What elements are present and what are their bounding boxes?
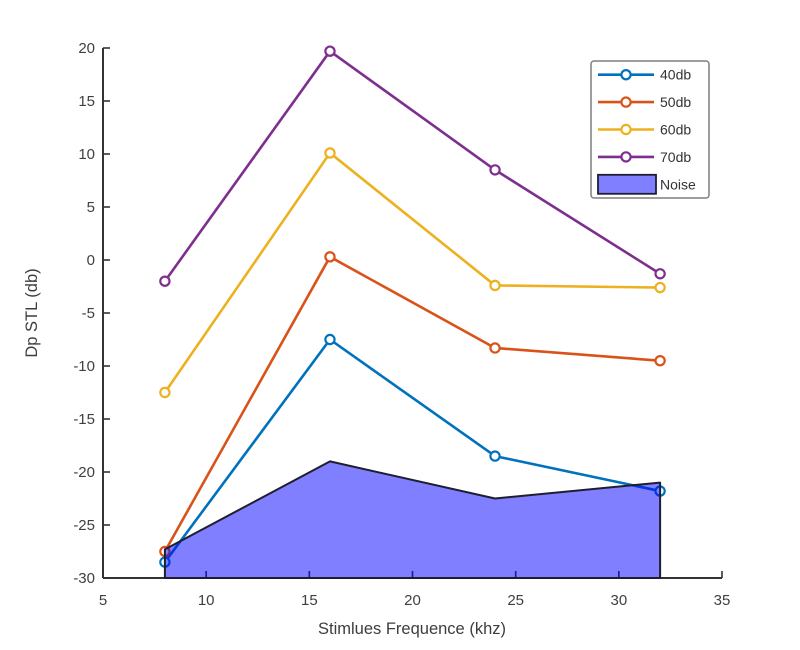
legend-marker-60db bbox=[620, 123, 632, 136]
series-70db-marker-3 bbox=[654, 268, 666, 280]
x-tick-label-10: 10 bbox=[198, 592, 215, 609]
series-50db-marker-2 bbox=[489, 342, 501, 354]
axes-layer: 5 10 15 20 25 30 35 20 15 10 5 0 -5 -10 -15 -20 -25 -30 bbox=[73, 40, 730, 609]
legend-label-Noise: Noise bbox=[660, 176, 696, 192]
series-40db-line bbox=[163, 338, 661, 563]
y-axis-label: Dp STL (db) bbox=[23, 268, 41, 357]
legend: 40db 50db 60db 70db Noise bbox=[590, 60, 710, 199]
y-tick-label--10: -10 bbox=[73, 358, 95, 375]
y-tick-label-5: 5 bbox=[87, 199, 95, 216]
y-tick-label-10: 10 bbox=[78, 146, 95, 163]
x-tick-label-5: 5 bbox=[99, 592, 107, 609]
x-tick-label-30: 30 bbox=[610, 592, 627, 609]
legend-item-70db: 70db bbox=[598, 149, 691, 165]
legend-item-50db: 50db bbox=[598, 94, 691, 110]
series-60db-marker-2 bbox=[489, 279, 501, 292]
legend-label-50db: 50db bbox=[660, 94, 691, 110]
legend-label-70db: 70db bbox=[660, 149, 691, 165]
series-70db-line bbox=[163, 49, 661, 282]
legend-label-60db: 60db bbox=[660, 122, 691, 138]
x-tick-label-15: 15 bbox=[301, 592, 318, 609]
series-50db-marker-1 bbox=[324, 251, 336, 263]
y-tick-label-15: 15 bbox=[78, 93, 95, 110]
y-tick-label--5: -5 bbox=[82, 305, 95, 322]
series-70db-marker-2 bbox=[489, 164, 501, 176]
x-axis-label: Stimlues Frequence (khz) bbox=[318, 620, 506, 638]
series-50db-marker-3 bbox=[654, 355, 666, 367]
y-tick-label-0: 0 bbox=[87, 252, 95, 269]
legend-marker-40db bbox=[620, 68, 632, 81]
legend-item-Noise: Noise bbox=[597, 173, 696, 195]
x-tick-label-25: 25 bbox=[507, 592, 524, 609]
series-60db-marker-1 bbox=[324, 147, 336, 159]
legend-label-40db: 40db bbox=[660, 67, 691, 83]
series-40db-marker-1 bbox=[324, 333, 336, 346]
legend-item-60db: 60db bbox=[598, 122, 691, 138]
series-70db-marker-1 bbox=[324, 45, 336, 57]
y-tick-label--15: -15 bbox=[73, 411, 95, 428]
series-40db-marker-2 bbox=[489, 450, 501, 462]
y-tick-label--20: -20 bbox=[73, 464, 95, 481]
legend-marker-70db bbox=[620, 151, 632, 163]
series-50db-line bbox=[163, 255, 661, 553]
noise-area-layer bbox=[163, 460, 662, 579]
y-tick-label--25: -25 bbox=[73, 517, 95, 534]
x-tick-label-35: 35 bbox=[714, 592, 731, 609]
noise-area bbox=[163, 460, 662, 579]
series-60db-line bbox=[163, 151, 661, 394]
legend-item-40db: 40db bbox=[598, 67, 691, 83]
legend-marker-50db bbox=[620, 96, 632, 108]
series-60db-marker-3 bbox=[654, 281, 666, 294]
x-tick-label-20: 20 bbox=[404, 592, 421, 609]
y-tick-label-20: 20 bbox=[78, 40, 95, 57]
legend-swatch-Noise bbox=[597, 173, 657, 195]
y-tick-label--30: -30 bbox=[73, 570, 95, 587]
series-70db-marker-0 bbox=[159, 275, 171, 287]
series-60db-marker-0 bbox=[159, 386, 171, 399]
